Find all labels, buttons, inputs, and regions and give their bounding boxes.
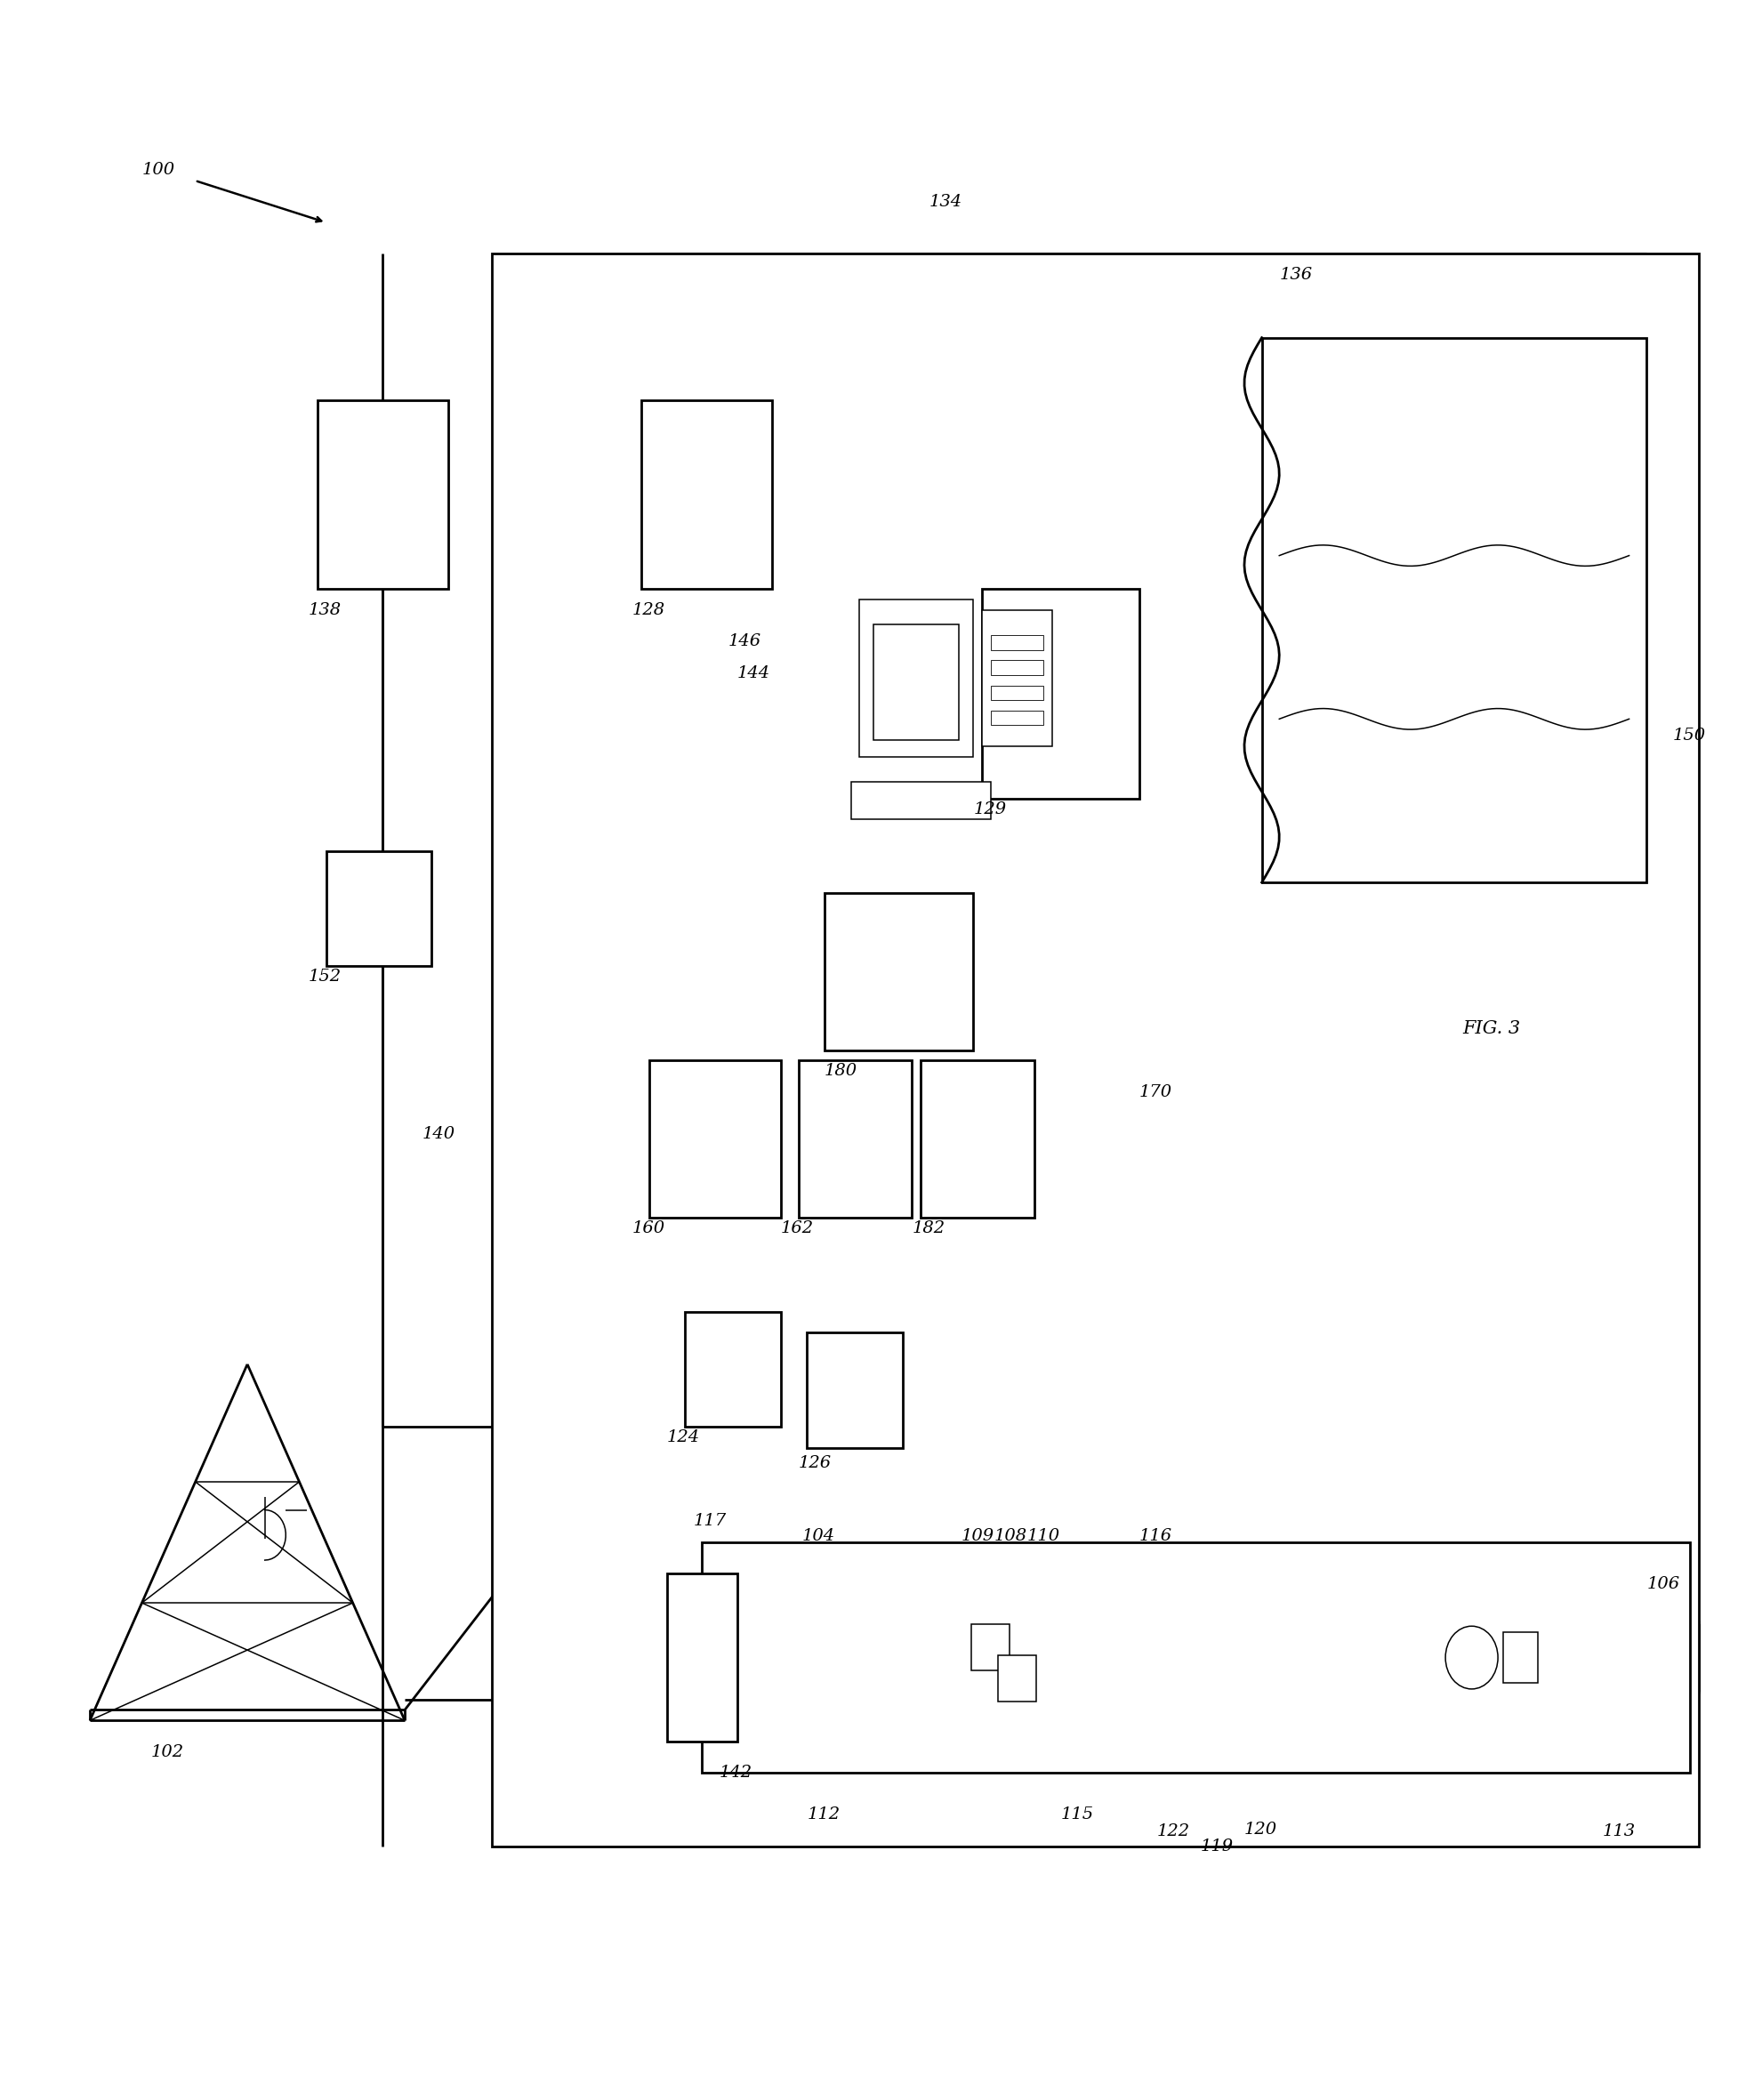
Text: 102: 102	[151, 1743, 184, 1760]
Text: 108: 108	[995, 1529, 1028, 1544]
Text: 129: 129	[973, 800, 1007, 817]
Bar	[982, 590, 1140, 798]
Bar	[326, 850, 431, 966]
Bar	[640, 401, 772, 590]
Text: 120: 120	[1244, 1821, 1277, 1838]
Bar	[1261, 338, 1647, 882]
Bar	[972, 1623, 1010, 1670]
Text: 109: 109	[961, 1529, 995, 1544]
Text: 112: 112	[807, 1806, 840, 1823]
Text: 115: 115	[1061, 1806, 1094, 1823]
Bar	[493, 254, 1700, 1846]
Bar	[991, 710, 1044, 724]
Text: 162: 162	[781, 1220, 814, 1237]
Text: 160: 160	[631, 1220, 665, 1237]
Text: 110: 110	[1028, 1529, 1061, 1544]
Bar	[998, 1655, 1037, 1701]
Bar	[1503, 1632, 1538, 1682]
Bar	[649, 1060, 781, 1218]
Bar	[851, 781, 991, 819]
Bar	[317, 401, 449, 590]
Bar	[684, 1312, 781, 1428]
Text: 152: 152	[309, 968, 342, 985]
Text: 124: 124	[667, 1430, 700, 1445]
Text: 138: 138	[309, 603, 342, 617]
Text: 146: 146	[728, 634, 761, 649]
Text: 180: 180	[824, 1063, 858, 1079]
Bar	[991, 685, 1044, 699]
Text: 134: 134	[930, 193, 963, 210]
Text: 128: 128	[631, 603, 665, 617]
Text: 136: 136	[1279, 267, 1312, 284]
Text: FIG. 3: FIG. 3	[1463, 1021, 1521, 1037]
Text: 144: 144	[737, 666, 770, 680]
Text: 119: 119	[1200, 1838, 1233, 1854]
Text: 122: 122	[1158, 1823, 1189, 1840]
Text: 113: 113	[1603, 1823, 1636, 1840]
Text: 100: 100	[142, 162, 175, 178]
Text: 116: 116	[1140, 1529, 1172, 1544]
Text: 182: 182	[912, 1220, 945, 1237]
Bar	[921, 1060, 1035, 1218]
Text: 106: 106	[1647, 1577, 1680, 1592]
Text: 142: 142	[719, 1764, 752, 1781]
Bar	[667, 1573, 737, 1741]
Text: 126: 126	[798, 1455, 831, 1470]
Text: 117: 117	[693, 1514, 726, 1529]
Bar	[631, 882, 1009, 1480]
Text: 140: 140	[423, 1126, 456, 1142]
Bar	[807, 1334, 903, 1449]
Bar	[982, 609, 1052, 746]
Bar	[702, 1541, 1691, 1772]
Bar	[991, 634, 1044, 649]
Text: 104: 104	[802, 1529, 835, 1544]
Bar	[824, 892, 973, 1050]
Bar	[798, 1060, 912, 1218]
Bar	[873, 624, 959, 739]
Text: 170: 170	[1140, 1084, 1172, 1100]
Text: 150: 150	[1673, 729, 1707, 743]
Bar	[991, 659, 1044, 674]
Bar	[859, 601, 973, 756]
